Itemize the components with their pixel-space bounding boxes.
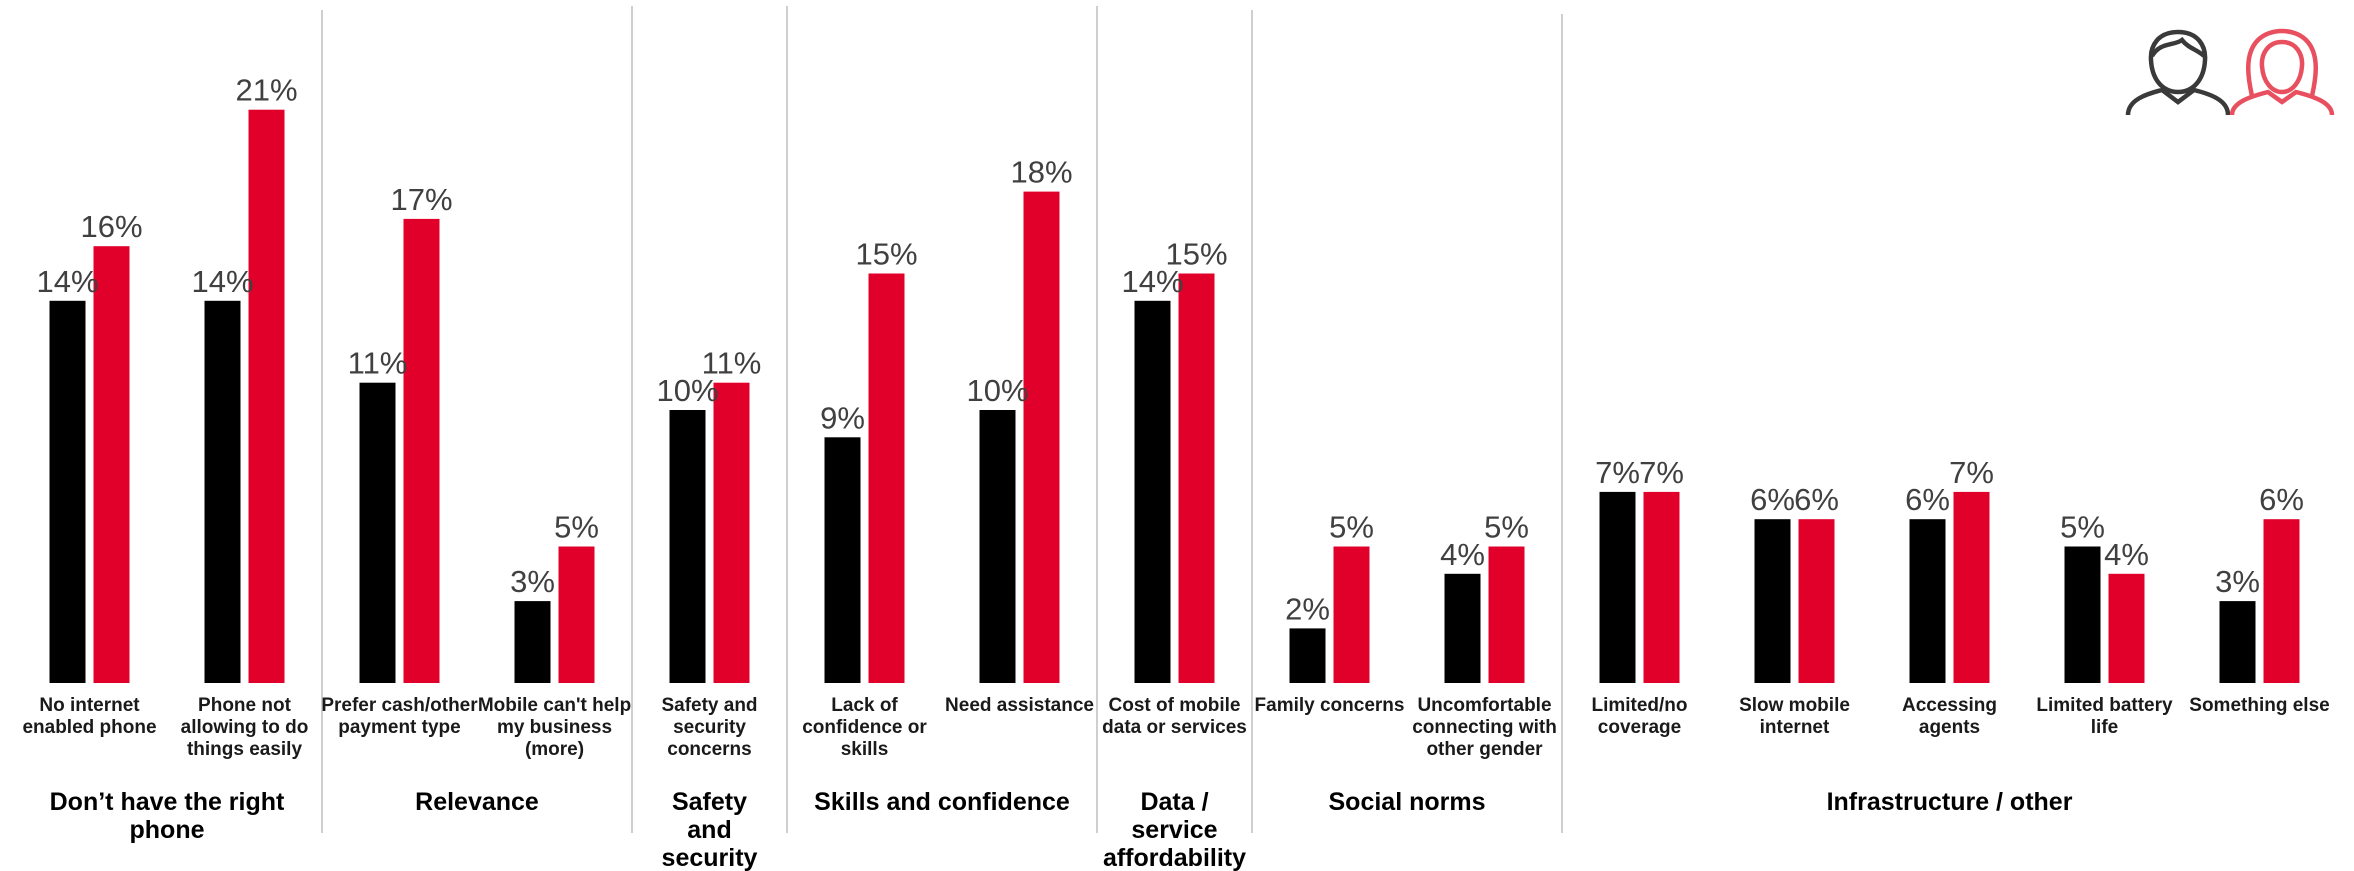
value-label-male-0: 14% [36, 264, 98, 299]
category-labels-layer: No internet enabled phone Phone not allowin… [22, 695, 2329, 760]
value-label-male-14: 3% [2215, 564, 2260, 599]
bar-male-5 [825, 437, 861, 683]
category-label-10: Limited/no coverage [1591, 695, 1687, 738]
value-label-male-9: 4% [1440, 537, 1485, 572]
category-label-6: Need assistance [945, 695, 1094, 716]
value-label-male-12: 6% [1905, 482, 1950, 517]
bar-female-13 [2109, 574, 2145, 683]
bar-male-13 [2065, 547, 2101, 684]
bars-layer [50, 110, 2300, 683]
bar-female-0 [94, 246, 130, 683]
bar-male-7 [1135, 301, 1171, 683]
group-label-6: Infrastructure / other [1827, 788, 2073, 816]
woman-icon-body [2232, 92, 2332, 115]
group-labels-layer: Don’t have the right phone Relevance Safety… [50, 788, 2073, 871]
bar-male-9 [1445, 574, 1481, 683]
bar-female-10 [1644, 492, 1680, 683]
value-label-female-9: 5% [1484, 510, 1529, 545]
bar-male-10 [1600, 492, 1636, 683]
value-label-male-10: 7% [1595, 455, 1640, 490]
bar-male-12 [1910, 519, 1946, 683]
group-label-1: Relevance [415, 788, 539, 816]
bar-male-1 [205, 301, 241, 683]
value-label-female-6: 18% [1010, 155, 1072, 190]
bar-female-11 [1799, 519, 1835, 683]
value-label-female-12: 7% [1949, 455, 1994, 490]
woman-icon-face [2262, 42, 2302, 92]
bar-male-4 [670, 410, 706, 683]
group-label-4: Data / service affordability [1103, 788, 1246, 871]
category-label-13: Limited battery life [2036, 695, 2173, 738]
group-label-5: Social norms [1329, 788, 1486, 816]
bar-male-0 [50, 301, 86, 683]
woman-icon [2232, 31, 2332, 115]
value-label-female-11: 6% [1794, 482, 1839, 517]
man-icon [2128, 32, 2228, 115]
category-label-3: Mobile can't help my business (more) [478, 695, 631, 760]
value-label-male-5: 9% [820, 400, 865, 435]
category-label-14: Something else [2189, 695, 2329, 716]
bar-male-3 [515, 601, 551, 683]
bar-female-1 [249, 110, 285, 683]
bar-female-5 [869, 274, 905, 684]
bar-female-12 [1954, 492, 1990, 683]
bar-female-4 [714, 383, 750, 683]
bar-female-6 [1024, 192, 1060, 683]
category-label-12: Accessing agents [1902, 695, 1997, 738]
group-label-2: Safety and security [662, 788, 758, 871]
value-label-female-2: 17% [390, 182, 452, 217]
man-icon-hair [2152, 40, 2204, 56]
category-label-2: Prefer cash/other payment type [321, 695, 478, 738]
bar-female-14 [2264, 519, 2300, 683]
value-label-female-8: 5% [1329, 510, 1374, 545]
bar-male-2 [360, 383, 396, 683]
bar-female-7 [1179, 274, 1215, 684]
bar-female-9 [1489, 547, 1525, 684]
category-label-8: Family concerns [1255, 695, 1405, 716]
bar-male-6 [980, 410, 1016, 683]
value-label-male-2: 11% [348, 346, 408, 381]
bar-female-3 [559, 547, 595, 684]
bar-female-8 [1334, 547, 1370, 684]
value-label-female-7: 15% [1165, 237, 1227, 272]
category-label-4: Safety and security concerns [661, 695, 757, 760]
value-label-female-4: 11% [702, 346, 762, 381]
value-label-male-11: 6% [1750, 482, 1795, 517]
category-label-11: Slow mobile internet [1739, 695, 1850, 738]
category-label-7: Cost of mobile data or services [1102, 695, 1247, 738]
value-label-female-13: 4% [2104, 537, 2149, 572]
value-label-male-3: 3% [510, 564, 555, 599]
value-label-male-6: 10% [966, 373, 1028, 408]
value-label-female-3: 5% [554, 510, 599, 545]
value-label-female-10: 7% [1639, 455, 1684, 490]
value-label-female-1: 21% [235, 73, 297, 108]
bar-female-2 [404, 219, 440, 683]
value-label-male-13: 5% [2060, 510, 2105, 545]
value-label-female-14: 6% [2259, 482, 2304, 517]
category-label-5: Lack of confidence or skills [802, 695, 927, 760]
group-label-3: Skills and confidence [814, 788, 1070, 816]
value-label-female-5: 15% [855, 237, 917, 272]
value-label-female-0: 16% [80, 209, 142, 244]
group-label-0: Don’t have the right phone [50, 788, 285, 844]
category-label-1: Phone not allowing to do things easily [181, 695, 309, 760]
value-label-male-8: 2% [1285, 591, 1330, 626]
bar-male-8 [1290, 628, 1326, 683]
category-label-0: No internet enabled phone [22, 695, 156, 738]
bar-male-14 [2220, 601, 2256, 683]
bar-male-11 [1755, 519, 1791, 683]
category-label-9: Uncomfortable connecting with other gender [1412, 695, 1557, 760]
value-label-male-1: 14% [191, 264, 253, 299]
